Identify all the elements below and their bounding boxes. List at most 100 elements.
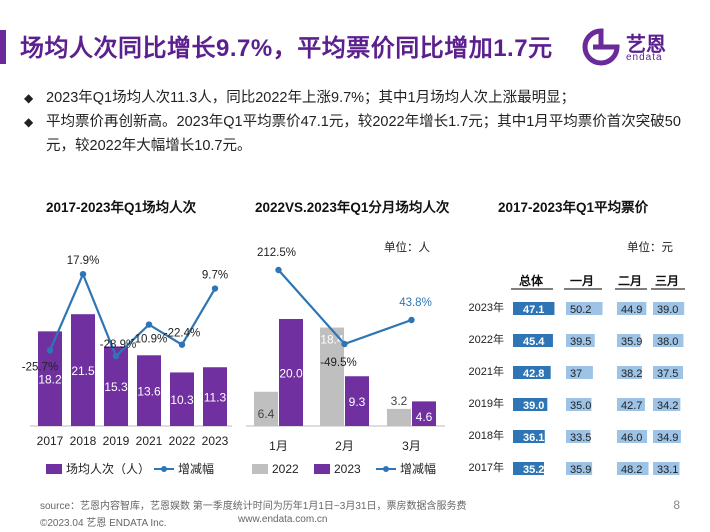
chart1-x-tick: 2023 [202, 434, 229, 448]
chart3-cell-value: 35.9 [570, 464, 591, 476]
chart3-data-bar [566, 334, 595, 347]
chart2-legend-label-2023: 2023 [334, 462, 361, 476]
chart1-title: 2017-2023年Q1场均人次 [46, 200, 197, 215]
chart3-cell-value: 42.8 [523, 368, 544, 380]
chart1-bar-label: 10.3 [170, 393, 194, 407]
chart3-data-bar [653, 366, 683, 379]
bullet-diamond-icon: ◆ [24, 91, 34, 105]
bullet-diamond-icon: ◆ [24, 115, 34, 129]
chart3-data-bar [653, 430, 681, 443]
chart1-bar [38, 331, 62, 426]
chart2-growth-label: -49.5% [320, 357, 356, 369]
chart1-bar [203, 367, 227, 426]
chart2-bar-2023 [412, 401, 436, 426]
chart3-cell-value: 39.0 [657, 304, 678, 316]
chart1-bar-label: 21.5 [71, 364, 95, 378]
chart2-bar-label-2023: 20.0 [279, 367, 303, 381]
chart3-data-bar [566, 430, 591, 443]
chart1-growth-label: -22.4% [164, 328, 200, 340]
chart1-legend-marker-line [161, 466, 167, 472]
chart3-data-bar [566, 462, 593, 475]
chart3-data-bar [617, 462, 649, 475]
chart1-bar [170, 372, 194, 426]
chart1-growth-label: -25.7% [22, 361, 58, 373]
chart1-growth-label: -10.9% [131, 334, 167, 346]
chart3-data-bar [653, 334, 684, 347]
chart2-bar-label-2022: 6.4 [258, 407, 275, 421]
logo-text: 艺恩 [626, 34, 666, 56]
chart1-x-tick: 2019 [103, 434, 130, 448]
chart2-bar-2022 [254, 391, 278, 426]
chart2-legend-swatch-2023 [314, 464, 330, 474]
chart1-bar [71, 314, 95, 426]
chart3-cell-value: 50.2 [570, 304, 591, 316]
chart1-bar-label: 15.3 [104, 380, 128, 394]
endata-logo: 艺恩 endata [580, 26, 688, 68]
chart3-data-bar [566, 302, 603, 315]
chart1-growth-point [46, 347, 54, 354]
chart2-growth-point [408, 316, 415, 324]
chart3-data-bar [653, 462, 680, 475]
chart2-x-tick: 3月 [402, 439, 421, 453]
chart1-bar-label: 13.6 [137, 385, 161, 399]
bullet-item: ◆ 平均票价再创新高。2023年Q1平均票价47.1元，较2022年增长1.7元… [24, 110, 694, 158]
chart2-growth-point [275, 266, 282, 274]
chart2-bar-2023 [279, 319, 303, 426]
chart3-data-bar [617, 302, 647, 315]
chart1-x-tick: 2017 [37, 434, 64, 448]
chart3-row-label: 2018年 [469, 428, 504, 442]
chart3-cell-value: 48.2 [621, 464, 642, 476]
chart2-x-tick: 1月 [269, 439, 288, 453]
chart3-cell-value: 37 [570, 368, 582, 380]
chart2-legend-swatch-2022 [252, 464, 268, 474]
chart3-data-bar [653, 302, 685, 315]
chart2-bar-label-2022: 3.2 [391, 394, 408, 408]
chart1-bar-label: 18.2 [38, 373, 62, 387]
footer-url: www.endata.com.cn [238, 514, 328, 525]
footer-copyright: ©2023.04 艺恩 ENDATA Inc. [40, 518, 167, 529]
footer-source: source：艺恩内容智库，艺恩娱数 第一季度统计时间为历年1月1日~3月31日… [40, 501, 467, 512]
chart3-data-bar [513, 462, 544, 475]
page-number: 8 [673, 498, 680, 512]
chart3-cell-value: 42.7 [621, 400, 642, 412]
chart1-growth-label: 9.7% [202, 270, 228, 282]
chart3-data-bar [653, 398, 681, 411]
chart2-bar-2022 [320, 327, 344, 426]
chart1-legend-label-line: 增减幅 [178, 461, 214, 476]
chart2-growth-point [341, 340, 348, 348]
chart1-growth-point [145, 321, 153, 328]
chart3-unit: 单位：元 [627, 240, 673, 254]
chart3-cell-value: 37.5 [657, 368, 678, 380]
chart3-data-bar [513, 430, 545, 443]
chart3-col-header: 一月 [570, 274, 594, 288]
chart2-growth-label: 43.8% [399, 297, 432, 309]
logo-subtext: endata [626, 52, 663, 63]
chart3-cell-value: 44.9 [621, 304, 642, 316]
chart2-legend-marker-line [383, 466, 389, 472]
chart1-bar-label: 11.3 [204, 391, 227, 405]
chart3-data-bar [513, 302, 555, 315]
chart3-svg: 单位：元总体 一月 二月 三月 2023年 47.1 50.2 44.9 39.0 2022年 45… [469, 240, 685, 476]
chart1-svg: 18.2 2017 21.5 2018 15.3 2019 13.6 2021 10.3 2022… [22, 255, 232, 476]
chart3-cell-value: 46.0 [621, 432, 642, 444]
chart1-x-tick: 2022 [169, 434, 196, 448]
chart1-growth-point [211, 285, 219, 292]
chart1-growth-point [112, 352, 120, 360]
chart3-cell-value: 35.9 [621, 336, 642, 348]
chart3-col-header: 总体 [519, 273, 544, 288]
chart2-bar-2022 [387, 408, 411, 426]
chart3-data-bar [513, 334, 553, 347]
chart1-legend-label-bar: 场均人次（人） [66, 462, 150, 476]
chart1-legend-swatch-bar [46, 464, 62, 474]
chart1-bar [104, 346, 128, 426]
chart3-title: 2017-2023年Q1平均票价 [498, 200, 649, 215]
chart2-bar-2023 [345, 376, 369, 426]
endata-logo-icon [582, 28, 620, 66]
chart3-col-header: 二月 [618, 274, 642, 288]
chart3-data-bar [513, 366, 551, 379]
chart3-row-label: 2021年 [469, 364, 504, 378]
chart1-x-tick: 2018 [70, 434, 97, 448]
chart1-x-tick: 2021 [136, 434, 163, 448]
chart3-row-label: 2023年 [469, 300, 504, 314]
chart3-col-header: 三月 [655, 274, 679, 288]
